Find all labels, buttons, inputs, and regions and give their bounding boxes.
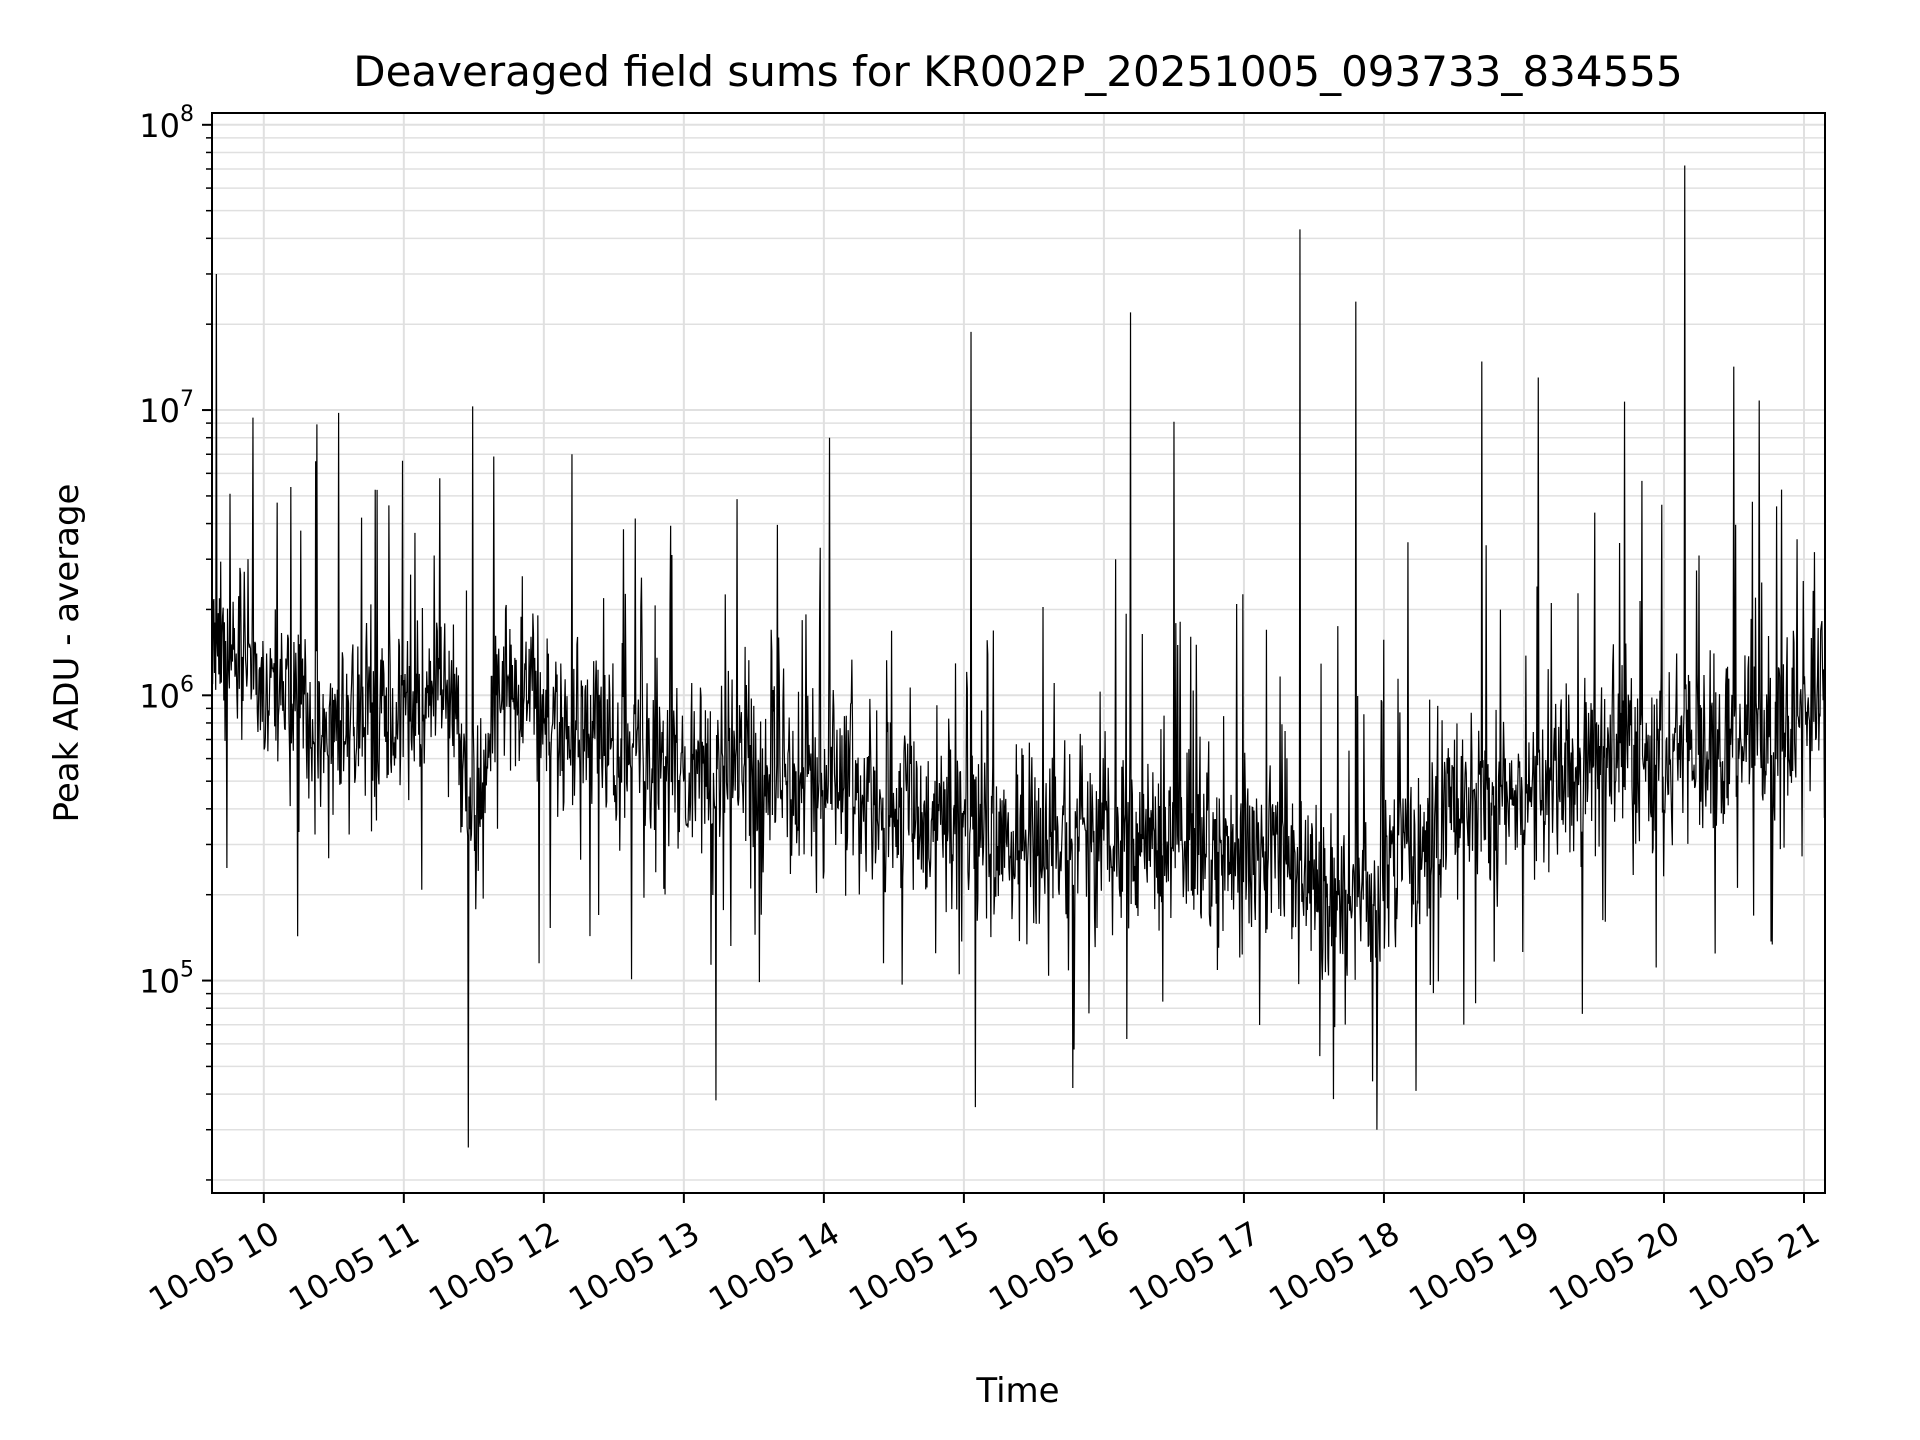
y-tick-label: 108	[139, 102, 194, 145]
y-tick-label: 105	[139, 958, 194, 1001]
data-series	[211, 165, 1826, 1148]
y-tick-label: 106	[139, 672, 194, 715]
y-tick-label: 107	[139, 387, 194, 430]
y-axis-label: Peak ADU - average	[47, 484, 87, 823]
plot-area-frame	[211, 112, 1826, 1194]
x-axis-label: Time	[975, 1371, 1059, 1411]
series-line	[211, 165, 1826, 1148]
y-axis: 105 106 107 108	[139, 102, 212, 1181]
chart-title: Deaveraged field sums for KR002P_2025100…	[353, 47, 1683, 96]
